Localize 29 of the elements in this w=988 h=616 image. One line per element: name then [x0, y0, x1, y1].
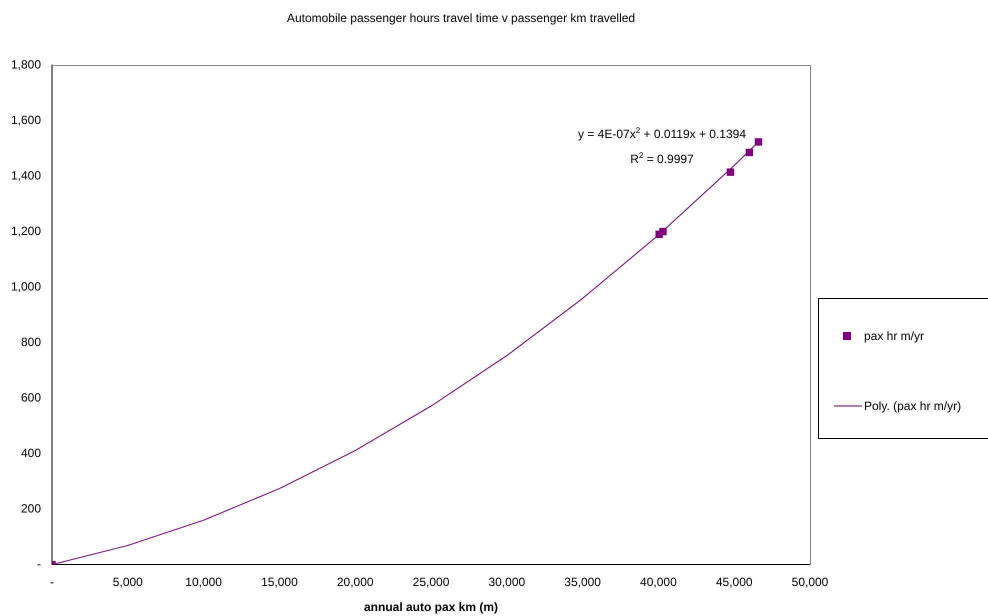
- y-tick-label: 1,000: [11, 279, 42, 294]
- point: [746, 148, 754, 156]
- y-tick-label: 800: [21, 334, 42, 349]
- y-tick-label: 400: [21, 446, 42, 460]
- y-tick-label: 1,200: [11, 224, 42, 238]
- x-axis-title: annual auto pax km (m): [364, 600, 498, 614]
- x-tick-label: 30,000: [488, 575, 526, 590]
- chart-title: Automobile passenger hours travel time v passenger km travelled: [286, 11, 636, 25]
- x-tick-label: 45,000: [716, 575, 753, 590]
- x-tick-label: 10,000: [185, 575, 222, 590]
- x-tick-label: -: [50, 575, 54, 590]
- y-tick-label: 1,800: [11, 57, 42, 72]
- y-tick-label: 1,600: [11, 112, 42, 127]
- legend-label: pax hr m/yr: [864, 329, 924, 343]
- point: [754, 138, 762, 146]
- x-tick-label: 5,000: [112, 575, 144, 590]
- x-tick-label: 50,000: [792, 575, 829, 590]
- point: [726, 168, 734, 176]
- y-tick-label: 200: [21, 501, 42, 516]
- y-tick-label: 600: [21, 390, 42, 404]
- y-tick-label: 1,400: [11, 168, 42, 182]
- point: [659, 228, 667, 236]
- x-tick-label: 35,000: [564, 575, 602, 590]
- x-tick-label: 20,000: [336, 575, 374, 590]
- y-tick-label: -: [37, 556, 42, 571]
- x-tick-label: 40,000: [640, 575, 678, 590]
- legend-label: Poly. (pax hr m/yr): [864, 399, 962, 413]
- x-tick-label: 25,000: [412, 575, 450, 590]
- x-tick-label: 15,000: [261, 575, 298, 590]
